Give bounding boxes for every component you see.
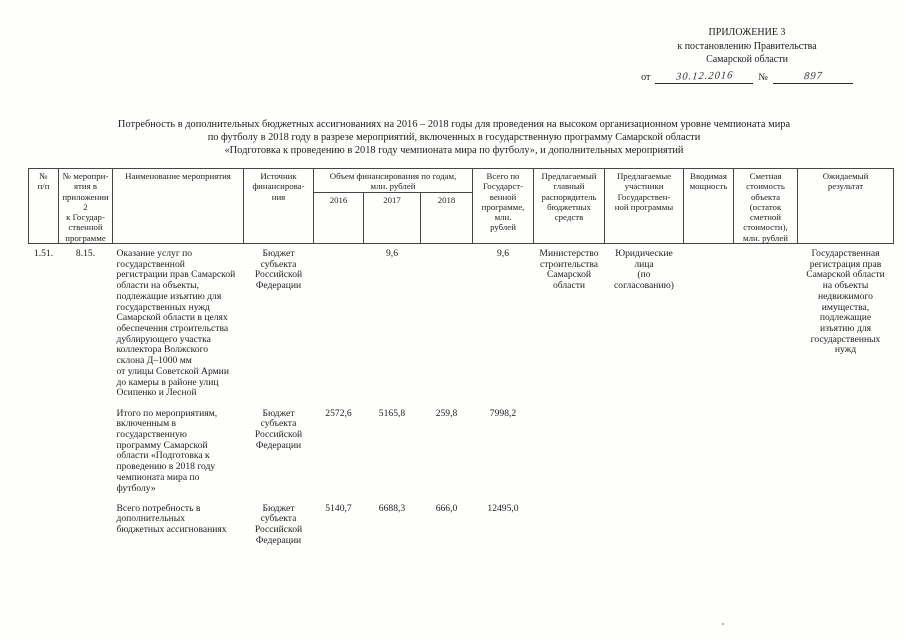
cell-participants: [605, 404, 684, 499]
col-header-year-2016: 2016: [313, 191, 364, 245]
cell-distributor: Министерство строительства Самарской обл…: [539, 248, 599, 292]
appendix-subtitle-2: Самарской области: [706, 54, 788, 65]
number-prefix: №: [758, 71, 768, 83]
col-header-total: Всего по Государст- венной программе, мл…: [472, 167, 534, 245]
table-body: 1.51. 8.15. Оказание услуг по государств…: [29, 244, 894, 591]
cell-result: Государственная регистрация прав Самарск…: [806, 248, 885, 356]
decree-date-line: от 30.12.2016 № 897: [612, 69, 882, 84]
cell-2018: [421, 244, 473, 404]
cell-cost: [734, 404, 798, 499]
header-row-main: № п/п № меропри- ятия в приложении 2 к Г…: [28, 167, 894, 245]
cell-event-num: [59, 499, 113, 591]
col-header-capacity: Вводимая мощность: [683, 167, 734, 245]
funding-table: № п/п № меропри- ятия в приложении 2 к Г…: [28, 167, 894, 591]
appendix-block: ПРИЛОЖЕНИЕ 3 к постановлению Правительст…: [612, 26, 882, 84]
cell-2016: 2572,6: [325, 407, 352, 419]
cell-capacity: [684, 404, 734, 499]
cell-name: Итого по мероприятиям, включенным в госу…: [116, 407, 218, 494]
cell-2017: 9,6: [386, 248, 398, 260]
table-row-measure-1-51: 1.51. 8.15. Оказание услуг по государств…: [29, 244, 894, 404]
cell-2016: [314, 244, 364, 404]
date-underline: 30.12.2016: [655, 69, 754, 84]
appendix-title: ПРИЛОЖЕНИЕ 3: [708, 27, 786, 38]
scan-speck: [722, 623, 724, 625]
cell-2017: 5165,8: [378, 407, 406, 419]
cell-event-num: 8.15.: [75, 248, 96, 260]
cell-total: 9,6: [497, 248, 509, 260]
cell-name: Всего потребность в дополнительных бюдже…: [116, 502, 227, 535]
date-prefix: от: [641, 71, 651, 83]
cell-2016: 5140,7: [325, 502, 352, 514]
cell-num: [29, 499, 59, 591]
cell-2017: 6688,3: [378, 502, 406, 514]
cell-2018: 666,0: [435, 502, 458, 514]
document-title: Потребность в дополнительных бюджетных а…: [117, 119, 791, 156]
table-row-subtotal: Итого по мероприятиям, включенным в госу…: [29, 404, 894, 499]
cell-source: Бюджет субъекта Российской Федерации: [254, 502, 303, 546]
cell-num: [29, 404, 59, 499]
col-header-source: Источник финансирова- ния: [243, 167, 314, 245]
cell-num: 1.51.: [33, 248, 54, 260]
cell-total: 12495,0: [487, 502, 519, 514]
cell-capacity: [684, 244, 734, 404]
cell-result: [798, 404, 894, 499]
cell-name: Оказание услуг по государственной регист…: [116, 248, 236, 399]
cell-cost: [734, 244, 798, 404]
cell-distributor: [534, 404, 605, 499]
col-header-name: Наименование мероприятия: [112, 167, 244, 245]
cell-participants: [605, 499, 684, 591]
col-header-event-num: № меропри- ятия в приложении 2 к Государ…: [58, 167, 113, 245]
cell-source: Бюджет субъекта Российской Федерации: [254, 407, 303, 451]
col-header-participants: Предлагаемые участники Государствен- ной…: [604, 167, 684, 245]
number-underline: 897: [772, 70, 853, 84]
table-header: № п/п № меропри- ятия в приложении 2 к Г…: [28, 167, 894, 245]
col-header-funding-group: Объем финансирования по годам, млн. рубл…: [313, 168, 473, 193]
handwritten-number: 897: [803, 70, 823, 82]
cell-result: [798, 499, 894, 591]
cell-source: Бюджет субъекта Российской Федерации: [254, 248, 303, 292]
col-header-year-2018: 2018: [420, 191, 473, 245]
cell-capacity: [684, 499, 734, 591]
col-header-result: Ожидаемый результат: [797, 167, 894, 245]
cell-event-num: [59, 404, 113, 499]
cell-distributor: [534, 499, 605, 591]
col-header-num: № п/п: [28, 167, 59, 245]
cell-total: 7998,2: [489, 407, 517, 419]
cell-participants: Юридические лица (по согласованию): [614, 248, 674, 292]
header-row-years: 2016 2017 2018: [29, 191, 894, 245]
handwritten-date: 30.12.2016: [675, 69, 734, 83]
cell-2018: 259,8: [435, 407, 458, 419]
table-row-grand-total: Всего потребность в дополнительных бюдже…: [29, 499, 894, 591]
appendix-subtitle-1: к постановлению Правительства: [677, 40, 817, 52]
col-header-distributor: Предлагаемый главный распорядитель бюдже…: [533, 167, 605, 245]
col-header-cost: Сметная стоимость объекта (остаток сметн…: [733, 167, 798, 245]
cell-cost: [734, 499, 798, 591]
col-header-year-2017: 2017: [363, 191, 421, 245]
